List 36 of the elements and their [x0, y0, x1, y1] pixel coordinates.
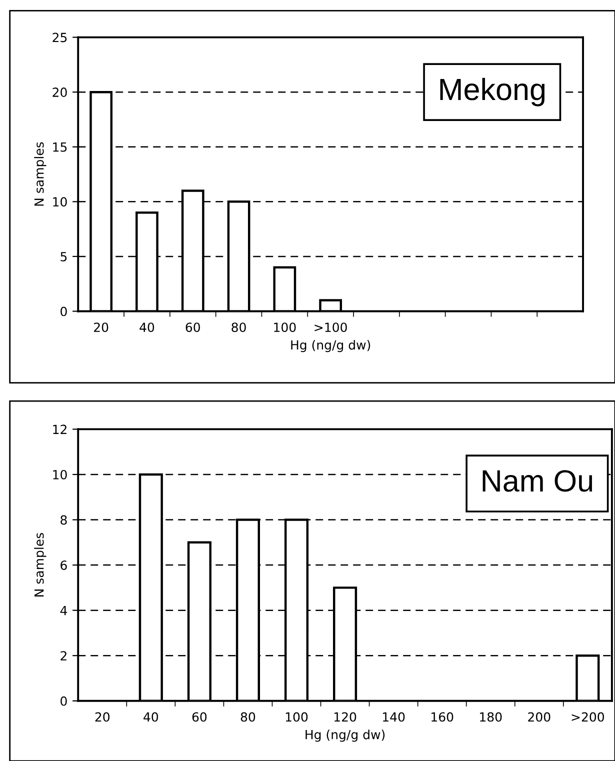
- x-tick-label: >200: [572, 712, 604, 722]
- x-tick-label: 120: [334, 712, 356, 722]
- x-tick-label: 100: [286, 712, 308, 722]
- y-tick-label: 8: [60, 515, 67, 525]
- y-tick-label: 0: [60, 696, 67, 706]
- y-tick-label: 15: [53, 142, 67, 152]
- x-tick-label: 60: [186, 322, 200, 332]
- x-tick-label: >100: [314, 322, 347, 332]
- text: Mekong: [440, 78, 545, 106]
- y-axis-title: N samples: [34, 142, 46, 206]
- y-tick-label: 10: [53, 470, 67, 480]
- x-tick-label: 20: [95, 712, 110, 722]
- x-tick-label: 20: [94, 322, 108, 332]
- x-tick-label: 40: [144, 712, 158, 722]
- x-tick-label: 80: [240, 712, 256, 722]
- y-tick-label: 2: [60, 651, 66, 660]
- text: Nam Ou: [482, 470, 592, 492]
- y-tick-label: 12: [53, 424, 66, 434]
- x-tick-label: 160: [432, 712, 454, 722]
- y-tick-label: 20: [52, 88, 67, 98]
- x-tick-label: 100: [274, 322, 296, 332]
- x-axis-title: Hg (ng/g dw): [306, 730, 385, 742]
- x-tick-label: 40: [140, 322, 154, 332]
- x-tick-label: 180: [480, 712, 502, 722]
- y-tick-label: 0: [60, 306, 67, 316]
- x-tick-label: 140: [382, 712, 405, 722]
- y-tick-label: 25: [52, 32, 67, 42]
- x-tick-label: 80: [232, 322, 246, 332]
- y-axis-title: N samples: [34, 533, 46, 596]
- y-tick-label: 5: [60, 252, 67, 262]
- y-tick-label: 6: [60, 560, 67, 570]
- x-tick-label: 60: [192, 712, 207, 722]
- y-tick-label: 10: [53, 197, 67, 207]
- y-tick-label: 4: [60, 606, 67, 616]
- x-axis-title: Hg (ng/g dw): [291, 340, 370, 352]
- x-tick-label: 200: [528, 712, 550, 722]
